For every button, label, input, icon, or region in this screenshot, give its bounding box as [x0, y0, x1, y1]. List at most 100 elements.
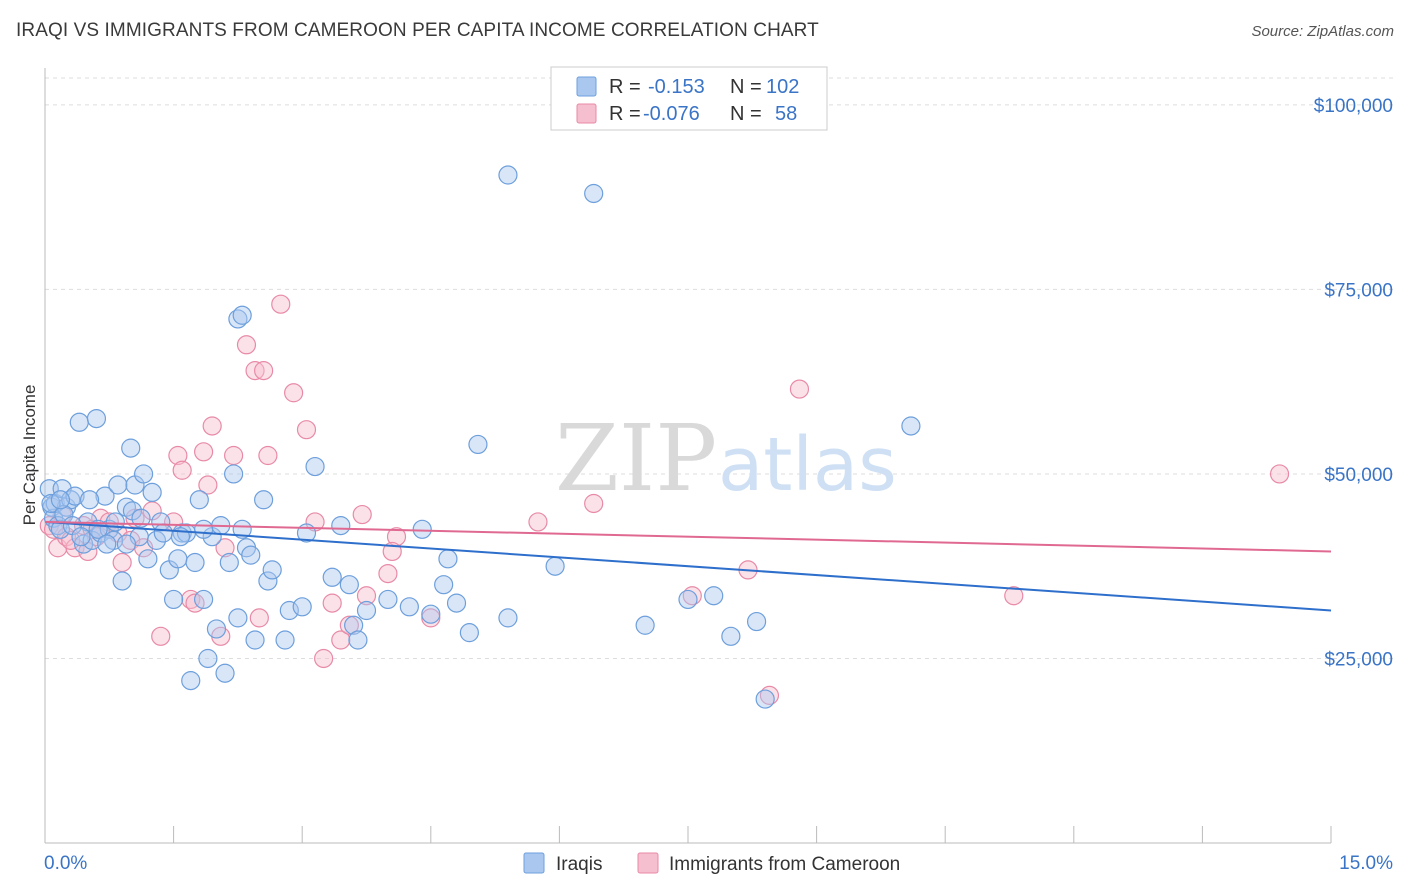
iraqis-point: [438, 549, 458, 569]
iraqis-point: [185, 552, 205, 573]
iraqis-point: [181, 671, 201, 691]
cameroon-point: [202, 416, 222, 436]
cameroon-point: [339, 615, 359, 635]
iraqis-point: [116, 534, 137, 554]
iraqis-point: [164, 589, 184, 610]
iraqis-point: [721, 626, 741, 646]
x-tick-label-max: 15.0%: [1339, 853, 1393, 874]
watermark: ZIP atlas: [555, 405, 897, 512]
y-tick-labels: $25,000 $50,000 $75,000 $100,000: [1314, 96, 1393, 671]
legend-top: R = -0.153 N = 102 R = -0.076 N = 58: [550, 66, 828, 131]
iraqis-point: [232, 305, 252, 325]
legend-r-value-2: -0.076: [643, 103, 700, 125]
y-tick-label: $25,000: [1324, 649, 1393, 670]
iraqis-point: [678, 589, 698, 610]
watermark-zip: ZIP: [555, 405, 717, 512]
cameroon-point: [1269, 464, 1290, 484]
cameroon-point: [584, 493, 604, 514]
iraqis-point: [95, 486, 115, 506]
cameroon-point: [168, 445, 188, 466]
cameroon-point: [331, 630, 351, 650]
iraqis-point: [275, 630, 295, 650]
legend-n-label-2: N =: [730, 103, 762, 125]
iraqis-point: [133, 464, 154, 484]
iraqis-point: [746, 611, 767, 632]
iraqis-point: [258, 571, 278, 591]
cameroon-point: [198, 475, 218, 495]
legend-r-label-2: R =: [609, 103, 641, 125]
iraqis-point: [153, 523, 173, 543]
iraqis-point: [755, 689, 775, 709]
iraqis-point: [262, 560, 282, 580]
trend-lines: [44, 520, 1332, 612]
legend-bottom-label-cameroon: Immigrants from Cameroon: [669, 854, 900, 875]
iraqis-point: [69, 412, 89, 432]
iraqis-point: [97, 534, 117, 554]
watermark-atlas: atlas: [718, 422, 897, 508]
cameroon-point: [215, 538, 235, 558]
y-axis-title: Per Capita Income: [20, 385, 39, 526]
iraqis-point: [498, 165, 518, 185]
iraqis-point: [206, 619, 227, 639]
iraqis-point: [446, 593, 467, 613]
iraqis-point: [635, 615, 655, 635]
cameroon-point: [296, 420, 317, 440]
y-tick-label: $75,000: [1324, 280, 1393, 301]
cameroon-point: [528, 512, 548, 532]
iraqis-point: [194, 519, 214, 539]
iraqis-point: [112, 571, 132, 591]
cameroon-point: [254, 361, 274, 381]
cameroon-point: [789, 379, 810, 399]
iraqis-point: [348, 630, 368, 650]
cameroon-point: [249, 608, 269, 628]
iraqis-point: [545, 556, 565, 576]
iraqis-point: [412, 519, 432, 539]
iraqis-point: [245, 630, 265, 650]
iraqis-point: [421, 604, 441, 624]
iraqis-point: [50, 490, 71, 510]
iraqis-point: [215, 663, 235, 683]
legend-r-value-1: -0.153: [648, 76, 705, 98]
cameroon-point: [172, 460, 192, 480]
iraqis-point: [584, 183, 604, 204]
cameroon-trend-line: [44, 520, 1332, 553]
cameroon-point: [112, 552, 132, 573]
iraqis-point: [131, 508, 151, 528]
x-ticks: [44, 826, 1332, 843]
iraqis-point: [50, 519, 71, 539]
iraqis-point: [108, 475, 128, 495]
legend-bottom-swatch-cameroon: [637, 852, 659, 874]
iraqis-point: [116, 497, 137, 517]
iraqis-point: [86, 408, 107, 429]
cameroon-point: [322, 593, 342, 613]
iraqis-point: [356, 600, 377, 621]
legend-box: [550, 66, 828, 131]
iraqis-point: [121, 438, 141, 458]
legend-swatch-cameroon: [576, 103, 597, 124]
iraqis-point: [434, 575, 454, 595]
legend-n-value-1: 102: [766, 76, 799, 98]
iraqis-point: [146, 530, 167, 550]
iraqis-point: [189, 490, 209, 510]
iraqis-point: [498, 608, 518, 628]
cameroon-point: [378, 563, 398, 584]
legend-swatch-iraqis: [576, 76, 597, 97]
iraqis-point: [331, 516, 351, 536]
iraqis-point: [71, 527, 91, 547]
cameroon-point: [314, 648, 334, 669]
cameroon-point: [236, 335, 257, 355]
iraqis-point: [292, 597, 312, 617]
data-points: [39, 165, 1290, 709]
legend-bottom-label-iraqis: Iraqis: [556, 854, 602, 875]
iraqis-point: [194, 589, 214, 610]
legend-bottom-swatch-iraqis: [523, 852, 545, 874]
y-tick-label: $50,000: [1324, 465, 1393, 486]
iraqis-point: [138, 549, 158, 569]
legend-r-label-1: R =: [609, 76, 641, 98]
iraqis-point: [339, 575, 359, 595]
source-label: Source: ZipAtlas.com: [1251, 23, 1394, 40]
cameroon-point: [1004, 586, 1024, 606]
iraqis-point: [65, 486, 85, 506]
iraqis-point: [459, 623, 479, 643]
